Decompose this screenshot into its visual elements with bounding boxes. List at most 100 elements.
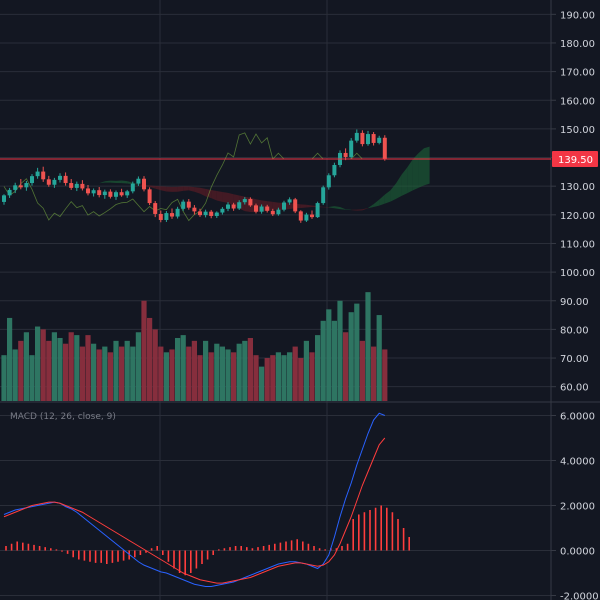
volume-bar — [79, 346, 85, 401]
volume-bar — [270, 355, 276, 401]
cloud-segment — [104, 180, 111, 183]
last-price-label: 139.50 — [558, 155, 593, 166]
cloud-segment — [373, 199, 380, 207]
candle-body — [242, 199, 247, 203]
cloud-segment — [200, 187, 206, 197]
volume-bar — [292, 346, 298, 401]
volume-bar — [23, 332, 29, 401]
candle-body — [46, 179, 51, 185]
volume-bar — [320, 320, 326, 401]
cloud-segment — [127, 181, 133, 185]
volume-bar — [29, 355, 35, 401]
cloud-segment — [401, 167, 408, 196]
volume-bar — [57, 337, 63, 401]
volume-bar — [275, 352, 281, 401]
volume-bar — [74, 335, 80, 401]
cloud-segment — [188, 186, 195, 192]
cloud-segment — [306, 204, 312, 208]
candle-body — [377, 137, 382, 143]
volume-bar — [208, 352, 214, 401]
volume-bar — [298, 358, 304, 401]
cloud-segment — [110, 180, 116, 184]
volume-bar — [309, 352, 315, 401]
volume-bar — [253, 355, 259, 401]
candle-body — [125, 191, 130, 196]
candle-body — [382, 137, 387, 159]
volume-bar — [247, 337, 253, 401]
volume-bar — [68, 332, 74, 401]
candle-body — [24, 183, 29, 188]
volume-bar — [35, 326, 41, 401]
volume-bar — [180, 335, 186, 401]
candle-body — [35, 171, 40, 177]
candle-body — [192, 207, 197, 212]
cloud-segment — [99, 181, 105, 184]
cloud-segment — [160, 186, 167, 192]
candle-body — [248, 199, 253, 206]
candle-body — [147, 189, 152, 204]
cloud-segment — [328, 206, 335, 209]
candle-body — [265, 206, 270, 211]
candlesticks — [2, 129, 387, 223]
cloud-segment — [356, 209, 363, 211]
volume-bar — [7, 317, 13, 401]
candle-body — [142, 178, 146, 190]
volume-bar — [382, 349, 388, 401]
cloud-segment — [407, 159, 413, 194]
candle-body — [114, 192, 118, 197]
candle-body — [304, 214, 309, 221]
cloud-segment — [362, 207, 368, 211]
cloud-segment — [222, 191, 228, 203]
volume-bar — [96, 349, 102, 401]
candle-body — [97, 190, 102, 196]
macd-axis-tick-label: 6.0000 — [560, 412, 595, 423]
candle-body — [18, 185, 23, 188]
cloud-segment — [116, 180, 122, 184]
price-axis-tick-label: 80.00 — [560, 325, 589, 336]
volume-bar — [152, 329, 158, 401]
price-axis-tick-label: 60.00 — [560, 383, 589, 394]
candle-body — [158, 213, 163, 220]
volume-bar — [348, 312, 354, 401]
macd-indicator-label[interactable]: MACD (12, 26, close, 9) — [10, 412, 116, 422]
cloud-segment — [323, 206, 329, 208]
candle-body — [119, 192, 124, 196]
candle-body — [282, 202, 286, 210]
candle-body — [52, 179, 57, 185]
cloud-segment — [340, 207, 346, 210]
volume-bar — [1, 355, 7, 401]
candle-body — [74, 183, 79, 188]
candle-body — [108, 191, 113, 197]
volume-bar — [119, 346, 125, 401]
volume-bar — [354, 303, 360, 401]
volume-bar — [147, 317, 153, 401]
cloud-segment — [194, 187, 200, 194]
volume-bar — [225, 349, 231, 401]
price-axis-tick-label: 170.00 — [560, 68, 595, 79]
candle-body — [366, 134, 370, 145]
volume-bar — [12, 349, 18, 401]
candle-body — [181, 201, 186, 209]
volume-bar — [130, 346, 136, 401]
cloud-segment — [368, 204, 374, 209]
cloud-segment — [384, 190, 391, 204]
candle-body — [86, 188, 90, 194]
volume-bar — [18, 340, 24, 401]
candle-body — [186, 201, 191, 208]
candle-body — [293, 199, 298, 212]
macd-axis-tick-label: 4.0000 — [560, 457, 595, 468]
cloud-segment — [177, 186, 184, 192]
volume-bar — [214, 343, 220, 401]
candle-body — [136, 178, 141, 184]
volume-bar — [281, 355, 287, 401]
cloud-segment — [121, 180, 128, 184]
volume-bar — [331, 320, 337, 401]
volume-bar — [359, 340, 365, 401]
price-axis-tick-label: 160.00 — [560, 96, 595, 107]
volume-bar — [371, 346, 377, 401]
volume-bar — [158, 346, 164, 401]
candle-body — [7, 189, 12, 196]
volume-bar — [124, 340, 130, 401]
candle-body — [214, 212, 219, 216]
